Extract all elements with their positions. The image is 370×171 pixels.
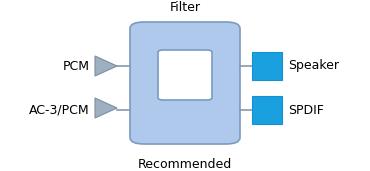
Text: Recommended: Recommended — [138, 158, 232, 171]
FancyBboxPatch shape — [130, 22, 240, 144]
Bar — [252, 96, 282, 124]
FancyBboxPatch shape — [158, 50, 212, 100]
Polygon shape — [95, 98, 117, 118]
Text: AC-3/PCM: AC-3/PCM — [29, 103, 90, 116]
Text: PCM: PCM — [63, 60, 90, 73]
Text: SPDIF: SPDIF — [288, 103, 324, 116]
Polygon shape — [95, 56, 117, 76]
Bar — [252, 52, 282, 80]
Text: Speaker: Speaker — [288, 60, 339, 73]
Text: Filter: Filter — [169, 1, 201, 14]
